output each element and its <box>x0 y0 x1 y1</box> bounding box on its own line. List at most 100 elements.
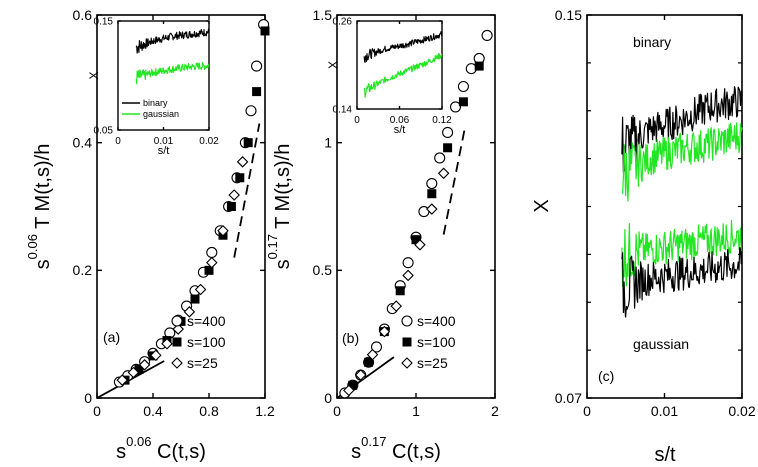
data-point-square <box>443 143 453 153</box>
axes-frame <box>96 14 266 399</box>
x-label-exp: 0.17 <box>361 434 386 449</box>
data-point-diamond <box>366 348 379 361</box>
legend-label: s=400 <box>187 313 226 329</box>
inset-y-label: X <box>326 61 340 69</box>
data-point-diamond <box>378 325 391 338</box>
y-label-exp: 0.17 <box>265 234 280 259</box>
data-point-diamond <box>354 369 367 381</box>
legend-label: s=100 <box>417 334 456 350</box>
y-tick-label: 0.4 <box>73 135 93 151</box>
x-tick-label: 0 <box>354 115 360 126</box>
inset-x-label: s/t <box>158 145 170 157</box>
data-point-diamond <box>194 283 207 296</box>
panel-label: (c) <box>598 368 614 384</box>
series-binary-lower <box>621 246 743 318</box>
data-point-square <box>226 202 236 211</box>
legend-label: s=25 <box>187 355 218 371</box>
axes: 0 0.01 0.02 0.07 0.15 binary gaussian (c) <box>555 7 756 419</box>
data-point-diamond <box>426 203 438 215</box>
data-point-square <box>402 337 412 347</box>
x-tick-label: 0 <box>583 403 591 419</box>
data-point-diamond <box>401 357 413 369</box>
inset-legend-label: gaussian <box>143 109 179 119</box>
annotation-binary: binary <box>633 34 671 50</box>
data-point-square <box>204 265 214 275</box>
data-point-square <box>190 294 200 304</box>
y-tick-label: 0 <box>324 390 332 406</box>
data-point-square <box>134 364 144 374</box>
x-tick-label: 2 <box>491 403 499 419</box>
y-label-rest: T M(t,s)/h <box>32 144 54 234</box>
data-point-diamond <box>437 167 450 180</box>
y-tick-label: 1 <box>324 135 332 151</box>
x-tick-label: 0 <box>93 403 101 419</box>
x-tick-label: 0.01 <box>154 136 174 147</box>
y-tick-label: 0.07 <box>555 390 582 406</box>
y-tick-label: 0.2 <box>73 262 93 278</box>
y-tick-label: 0.14 <box>333 105 353 116</box>
legend-label: s=25 <box>417 355 448 371</box>
data-point-square <box>411 235 421 245</box>
axes: 0 1 2 0 0.5 1 1.5 s=400 s=100 s=25 (b) <box>313 7 500 419</box>
x-tick-label: 1.2 <box>255 403 275 419</box>
x-tick-label: 1 <box>412 403 420 419</box>
inset-axes: 0 0.06 0.12 0.14 0.26 s/t X <box>326 17 452 137</box>
data-point-circle <box>426 177 438 190</box>
y-label-base: s <box>272 259 294 269</box>
x-label-rest: C(t,s) <box>386 441 440 463</box>
data-point-diamond <box>183 306 196 318</box>
data-point-diamond <box>236 156 249 168</box>
x-label-exp: 0.06 <box>126 434 151 449</box>
data-point-diamond <box>343 384 355 397</box>
x-axis-label: s0.17 C(t,s) <box>351 434 441 463</box>
data-point-square <box>458 97 468 107</box>
axes-frame <box>356 20 443 110</box>
data-point-diamond <box>161 337 173 350</box>
data-point-circle <box>402 257 414 269</box>
y-label-rest: T M(t,s)/h <box>272 144 294 234</box>
y-tick-label: 0.26 <box>333 17 353 28</box>
data-point-diamond <box>217 224 229 237</box>
inset-x-label: s/t <box>394 124 406 136</box>
y-tick-label: 0.05 <box>94 126 114 137</box>
data-point-square <box>474 61 484 71</box>
data-point-diamond <box>402 269 414 282</box>
data-point-circle <box>206 246 218 259</box>
x-tick-label: 0.02 <box>728 403 755 419</box>
legend-label: s=400 <box>417 313 456 329</box>
y-axis-label: X <box>531 199 553 212</box>
inset-y-label: X <box>87 71 101 79</box>
data-point-circle <box>245 105 257 117</box>
data-point-circle <box>449 101 462 113</box>
data-point-square <box>252 87 262 97</box>
annotation-gaussian: gaussian <box>633 336 689 352</box>
y-label-exp: 0.06 <box>25 234 40 259</box>
series-s=25 <box>343 167 450 397</box>
inset-series-binary <box>363 31 443 63</box>
y-tick-label: 0.5 <box>313 262 333 278</box>
legend-label: s=100 <box>187 334 226 350</box>
data-point-diamond <box>171 357 183 369</box>
inset-series-gaussian <box>363 53 443 98</box>
x-tick-label: 0 <box>333 403 341 419</box>
x-label-base: s <box>351 441 361 463</box>
x-tick-label: 0.4 <box>143 403 163 419</box>
y-axis-label: s0.17 T M(t,s)/h <box>265 144 294 270</box>
series-gaussian-lower <box>621 219 743 287</box>
inset-legend-label: binary <box>143 98 168 108</box>
x-tick-label: 0 <box>115 136 121 147</box>
y-tick-label: 0.15 <box>94 17 114 28</box>
data-point-diamond <box>172 323 184 335</box>
y-axis-label: s0.06 T M(t,s)/h <box>25 144 54 270</box>
series-gaussian-upper <box>621 122 743 202</box>
series-s=100 <box>348 61 484 390</box>
data-point-circle <box>171 315 183 327</box>
y-tick-label: 0.6 <box>73 7 93 23</box>
data-point-circle <box>251 60 263 72</box>
data-point-diamond <box>206 256 218 269</box>
data-point-square <box>427 189 437 199</box>
data-point-circle <box>401 315 413 327</box>
x-tick-label: 0.8 <box>199 403 219 419</box>
